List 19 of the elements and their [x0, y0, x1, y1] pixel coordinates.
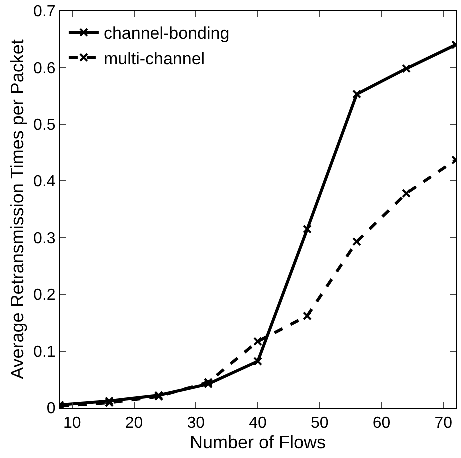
x-tick-label: 20	[125, 415, 144, 432]
y-tick-label: 0.6	[34, 60, 56, 78]
y-tick-label: 0.2	[34, 287, 56, 304]
legend-label: channel-bonding	[104, 24, 230, 44]
x-tick-label: 40	[249, 415, 267, 432]
y-tick-label: 0.4	[34, 174, 56, 191]
legend-label: multi-channel	[104, 49, 206, 68]
x-tick-label: 70	[434, 415, 453, 432]
x-tick-label: 30	[187, 415, 206, 432]
y-tick-label: 0	[46, 400, 56, 418]
x-tick-label: 10	[63, 415, 82, 432]
x-axis-title: Number of Flows	[190, 432, 326, 452]
x-tick-label: 50	[310, 415, 329, 432]
y-tick-label: 0.1	[34, 344, 56, 361]
y-axis-title: Average Retransmission Times per Packet	[8, 40, 28, 380]
y-tick-label: 0.5	[34, 117, 56, 134]
y-tick-label: 0.3	[34, 230, 56, 248]
y-tick-label: 0.7	[34, 4, 56, 21]
x-tick-label: 60	[372, 415, 391, 432]
